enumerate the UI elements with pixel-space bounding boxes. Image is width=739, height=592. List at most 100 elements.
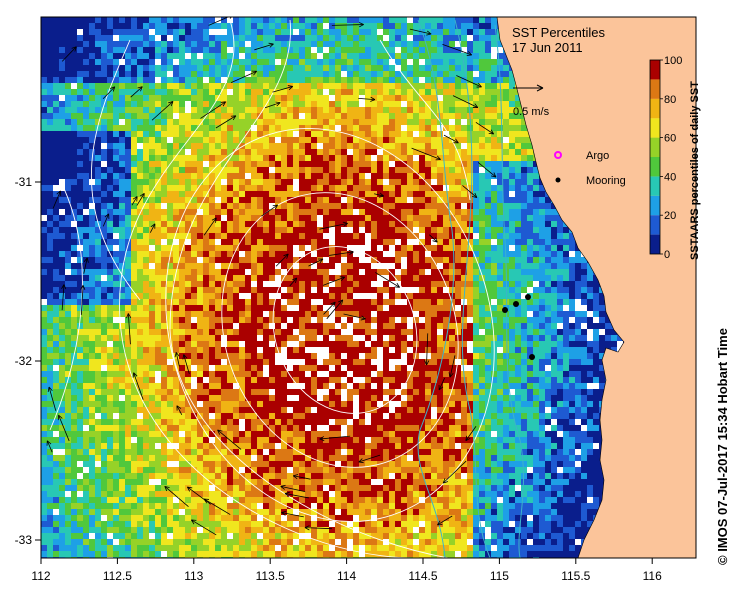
sst-cell — [389, 47, 395, 53]
sst-cell — [257, 263, 263, 269]
sst-cell — [311, 209, 317, 215]
sst-cell — [155, 287, 161, 293]
sst-cell — [281, 95, 287, 101]
sst-cell — [137, 239, 143, 245]
sst-cell — [41, 65, 47, 71]
sst-cell — [191, 17, 197, 23]
sst-cell — [257, 71, 263, 77]
sst-cell — [227, 275, 233, 281]
sst-cell — [515, 131, 521, 137]
sst-cell — [425, 209, 431, 215]
sst-cell — [377, 245, 383, 251]
sst-cell — [329, 233, 335, 239]
sst-cell — [59, 215, 65, 221]
sst-cell — [119, 233, 125, 239]
sst-cell — [365, 179, 371, 185]
sst-cell — [197, 125, 203, 131]
sst-cell — [131, 143, 137, 149]
sst-cell — [263, 41, 269, 47]
sst-cell — [443, 101, 449, 107]
sst-cell — [95, 29, 101, 35]
sst-cell — [527, 257, 533, 263]
sst-cell — [449, 263, 455, 269]
sst-cell — [239, 71, 245, 77]
sst-cell — [443, 83, 449, 89]
sst-cell — [89, 47, 95, 53]
sst-cell — [143, 29, 149, 35]
sst-cell — [575, 281, 581, 287]
sst-cell — [401, 155, 407, 161]
sst-cell — [557, 233, 563, 239]
sst-cell — [95, 101, 101, 107]
sst-cell — [425, 233, 431, 239]
sst-cell — [413, 191, 419, 197]
sst-cell — [131, 281, 137, 287]
sst-cell — [455, 65, 461, 71]
sst-cell — [341, 227, 347, 233]
sst-cell — [245, 269, 251, 275]
sst-cell — [173, 245, 179, 251]
sst-cell — [383, 173, 389, 179]
sst-cell — [395, 77, 401, 83]
sst-cell — [239, 65, 245, 71]
sst-cell — [509, 131, 515, 137]
sst-cell — [251, 269, 257, 275]
sst-cell — [71, 77, 77, 83]
sst-cell — [119, 41, 125, 47]
sst-cell — [353, 209, 359, 215]
sst-cell — [251, 65, 257, 71]
sst-cell — [41, 29, 47, 35]
sst-cell — [437, 143, 443, 149]
sst-cell — [275, 227, 281, 233]
sst-cell — [41, 197, 47, 203]
sst-cell — [239, 125, 245, 131]
map-plot-area[interactable] — [41, 15, 701, 565]
sst-cell — [143, 167, 149, 173]
sst-cell — [473, 251, 479, 257]
sst-cell — [335, 245, 341, 251]
sst-cell — [539, 251, 545, 257]
sst-cell — [155, 131, 161, 137]
sst-cell — [419, 275, 425, 281]
sst-cell — [263, 191, 269, 197]
sst-cell — [377, 83, 383, 89]
sst-cell — [83, 161, 89, 167]
sst-cell — [323, 71, 329, 77]
sst-cell — [287, 29, 293, 35]
sst-cell — [257, 119, 263, 125]
sst-cell — [125, 131, 131, 137]
sst-cell — [299, 233, 305, 239]
sst-cell — [155, 113, 161, 119]
sst-cell — [95, 71, 101, 77]
sst-cell — [191, 257, 197, 263]
sst-cell — [95, 77, 101, 83]
sst-cell — [185, 65, 191, 71]
sst-cell — [65, 215, 71, 221]
sst-cell — [323, 275, 329, 281]
sst-cell — [137, 287, 143, 293]
sst-cell — [347, 47, 353, 53]
sst-cell — [389, 257, 395, 263]
sst-cell — [41, 221, 47, 227]
sst-cell — [161, 137, 167, 143]
sst-cell — [581, 263, 587, 269]
sst-cell — [437, 101, 443, 107]
sst-cell — [359, 41, 365, 47]
sst-cell — [89, 269, 95, 275]
sst-cell — [293, 53, 299, 59]
sst-cell — [365, 95, 371, 101]
sst-cell — [71, 125, 77, 131]
sst-cell — [269, 17, 275, 23]
sst-cell — [215, 197, 221, 203]
sst-cell — [191, 143, 197, 149]
sst-cell — [437, 35, 443, 41]
sst-cell — [293, 137, 299, 143]
sst-cell — [317, 209, 323, 215]
sst-cell — [293, 17, 299, 23]
sst-cell — [59, 137, 65, 143]
sst-cell — [59, 179, 65, 185]
sst-cell — [95, 35, 101, 41]
sst-cell — [413, 245, 419, 251]
sst-cell — [77, 227, 83, 233]
sst-cell — [461, 17, 467, 23]
